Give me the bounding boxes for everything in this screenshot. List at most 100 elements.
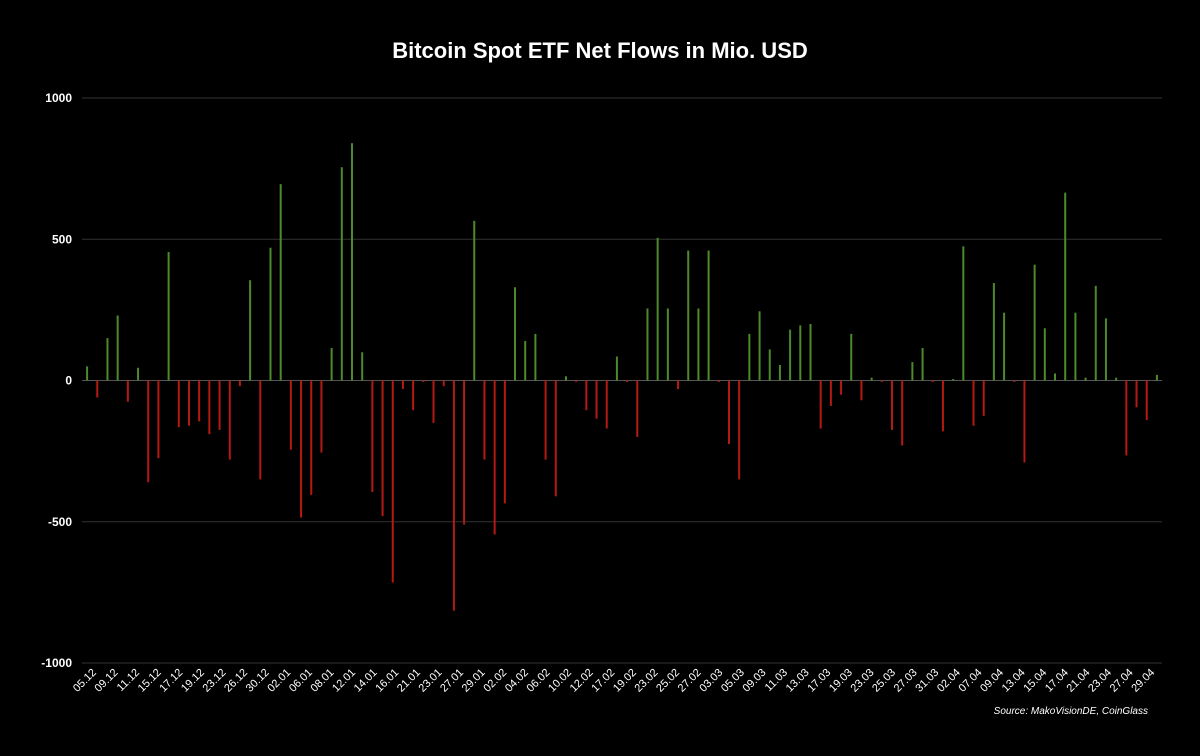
x-tick-label: 02.04: [935, 667, 963, 695]
bar: [493, 380, 496, 535]
x-tick-label: 27.03: [892, 667, 920, 695]
bar: [768, 349, 771, 381]
bar: [829, 380, 832, 406]
bar: [473, 220, 476, 381]
x-tick-label: 16.01: [373, 667, 401, 695]
bar: [218, 380, 221, 430]
bar: [320, 380, 323, 453]
bar: [758, 311, 761, 381]
bar: [707, 250, 710, 381]
x-tick-label: 15.04: [1021, 667, 1049, 695]
bar: [1084, 377, 1087, 381]
bar: [544, 380, 547, 460]
bar: [1054, 373, 1057, 381]
bar: [371, 380, 374, 493]
gridlines: [82, 97, 1162, 664]
bar: [931, 380, 934, 382]
bar: [86, 366, 89, 381]
bar: [279, 184, 282, 381]
bar: [564, 376, 567, 381]
bar: [789, 329, 792, 381]
bar: [666, 308, 669, 381]
x-tick-label: 25.02: [654, 667, 682, 695]
bars: [86, 143, 1158, 611]
bar: [952, 379, 955, 381]
bar: [401, 380, 404, 389]
bar: [116, 315, 119, 381]
bar: [1064, 192, 1067, 381]
bar: [1043, 328, 1046, 381]
bar: [972, 380, 975, 426]
bar: [167, 251, 170, 381]
x-tick-label: 19.12: [179, 667, 207, 695]
bar: [259, 380, 262, 480]
bar: [850, 333, 853, 381]
x-tick-label: 17.04: [1043, 667, 1071, 695]
bar: [503, 380, 506, 504]
x-tick-label: 09.03: [741, 667, 769, 695]
x-tick-label: 06.02: [525, 667, 553, 695]
bar: [738, 380, 741, 480]
x-tick-label: 06.01: [287, 667, 315, 695]
bar: [870, 377, 873, 381]
bar: [575, 380, 578, 382]
x-tick-label: 05.03: [719, 667, 747, 695]
bar: [463, 380, 466, 525]
bar: [96, 380, 99, 398]
x-tick-label: 11.03: [763, 667, 790, 694]
x-tick-label: 14.01: [352, 667, 380, 695]
bar: [381, 380, 384, 517]
x-tick-label: 17.03: [805, 667, 833, 695]
bar: [585, 380, 588, 411]
y-tick-label: -1000: [41, 656, 72, 670]
x-tick-label: 08.01: [309, 667, 337, 695]
x-tick-label: 19.03: [827, 667, 855, 695]
bar: [147, 380, 150, 483]
bar: [840, 380, 843, 395]
bar: [208, 380, 211, 435]
x-tick-label: 10.02: [546, 667, 574, 695]
bar: [106, 338, 109, 381]
bar: [1155, 374, 1158, 381]
bar: [289, 380, 292, 450]
bar: [351, 143, 353, 381]
source-note: Source: MakoVisionDE, CoinGlass: [993, 706, 1148, 717]
bar: [157, 380, 160, 459]
bar: [860, 380, 863, 401]
x-tick-label: 29.04: [1129, 667, 1157, 695]
bar: [819, 380, 822, 429]
x-axis-ticks: 05.1209.1211.1215.1217.1219.1223.1226.12…: [71, 667, 1157, 695]
bar: [911, 362, 914, 381]
bar: [249, 280, 252, 381]
bar: [330, 348, 333, 381]
bar: [554, 380, 557, 497]
x-tick-label: 12.02: [568, 667, 596, 695]
x-tick-label: 02.02: [481, 667, 509, 695]
bar: [310, 380, 313, 495]
bar: [605, 380, 608, 429]
bar: [941, 380, 944, 432]
x-tick-label: 02.01: [265, 667, 293, 695]
bar: [442, 380, 445, 387]
bar: [1104, 318, 1107, 381]
bar: [778, 364, 781, 381]
y-tick-label: 0: [65, 374, 72, 388]
bar: [198, 380, 201, 422]
bar: [432, 380, 435, 423]
bar: [687, 250, 690, 381]
x-tick-label: 27.02: [676, 667, 704, 695]
bar: [982, 380, 985, 416]
bar: [238, 380, 241, 387]
bar: [962, 246, 965, 381]
bar: [646, 308, 649, 381]
x-tick-label: 13.03: [784, 667, 812, 695]
bar: [1033, 264, 1036, 381]
x-tick-label: 23.02: [633, 667, 661, 695]
chart-title: Bitcoin Spot ETF Net Flows in Mio. USD: [392, 38, 808, 63]
bar: [677, 380, 680, 389]
bar: [514, 287, 517, 381]
bar: [1013, 380, 1016, 382]
bar: [891, 380, 893, 430]
bar: [177, 380, 180, 428]
